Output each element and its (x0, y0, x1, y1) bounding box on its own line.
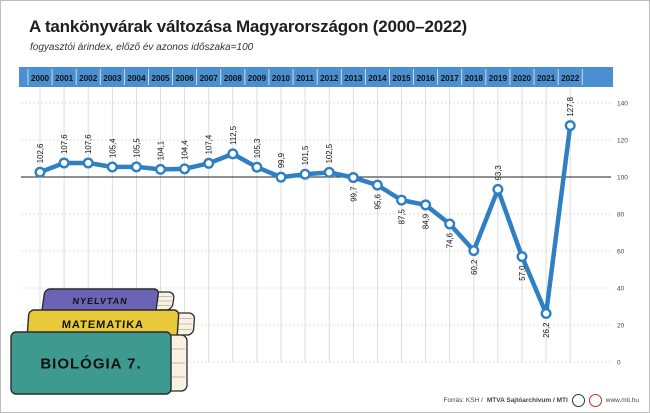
y-tick-label: 80 (617, 212, 625, 219)
data-label: 74,6 (446, 233, 455, 248)
data-label: 105,3 (253, 139, 262, 159)
y-tick-label: 20 (617, 323, 625, 330)
data-point (227, 148, 239, 160)
book-nyelvtan: NYELVTAN (41, 288, 175, 314)
footer: Forrás: KSH / MTVA Sajtóarchívum / MTI w… (443, 394, 639, 407)
data-label: 102,5 (325, 143, 334, 163)
data-point (34, 166, 46, 178)
data-point (444, 218, 456, 230)
y-tick-label: 140 (617, 101, 628, 108)
year-label: 2004 (127, 74, 146, 83)
data-point (203, 157, 215, 169)
data-point (106, 161, 118, 173)
source-text: Forrás: KSH / (443, 397, 483, 404)
book-biologia: BIOLÓGIA 7. (10, 331, 188, 395)
year-label: 2013 (344, 74, 363, 83)
year-label: 2008 (224, 74, 243, 83)
data-label: 107,4 (205, 134, 214, 154)
year-label: 2001 (55, 74, 74, 83)
mti-logo-icon (588, 394, 602, 407)
data-point (299, 168, 311, 180)
data-point (347, 172, 359, 184)
book-cover (10, 331, 172, 395)
data-label: 87,5 (398, 208, 407, 224)
year-label: 2021 (537, 74, 556, 83)
year-label: 2007 (200, 74, 219, 83)
year-label: 2011 (296, 74, 314, 83)
mtva-logo-icon (571, 394, 585, 407)
book-title: BIOLÓGIA 7. (40, 354, 141, 372)
y-tick-label: 40 (617, 286, 625, 293)
data-point (371, 179, 383, 191)
data-point (564, 120, 576, 132)
data-point (179, 163, 191, 175)
data-label: 104,1 (157, 141, 166, 161)
year-label: 2022 (561, 74, 580, 83)
data-label: 107,6 (84, 134, 93, 154)
data-label: 93,3 (494, 165, 503, 180)
year-label: 2016 (416, 74, 435, 83)
book-title: MATEMATIKA (61, 319, 144, 331)
year-label: 2018 (465, 74, 484, 83)
year-label: 2014 (368, 74, 387, 83)
data-point (540, 308, 552, 320)
data-label: 105,4 (108, 138, 117, 158)
data-label: 127,8 (566, 97, 575, 117)
data-label: 99,9 (277, 153, 286, 168)
data-point (420, 199, 432, 211)
book-matematika: MATEMATIKA (26, 309, 196, 339)
year-label: 2009 (248, 74, 267, 83)
chart-subtitle: fogyasztói árindex, előző év azonos idős… (30, 42, 254, 53)
data-label: 101,5 (301, 145, 310, 165)
data-label: 57,0 (518, 265, 527, 281)
books-illustration: NYELVTAN MATEMATIKA BIOLÓGIA 7. (10, 288, 196, 395)
data-label: 112,5 (229, 125, 238, 145)
data-point (154, 163, 166, 175)
data-point (251, 161, 263, 173)
y-tick-label: 100 (617, 175, 628, 182)
data-point (396, 194, 408, 206)
year-label: 2019 (489, 74, 508, 83)
year-label: 2012 (320, 74, 339, 83)
data-point (275, 171, 287, 183)
year-label: 2017 (441, 74, 460, 83)
data-label: 107,6 (60, 134, 69, 154)
year-label: 2020 (513, 74, 532, 83)
y-tick-label: 0 (617, 360, 621, 367)
year-label: 2003 (103, 74, 122, 83)
data-point (516, 251, 528, 263)
data-label: 102,6 (36, 144, 45, 164)
book-title: NYELVTAN (72, 296, 129, 306)
data-point (82, 157, 94, 169)
data-label: 84,9 (422, 214, 431, 229)
year-band (19, 67, 613, 87)
chart-title: A tankönyvárak változása Magyarországon … (29, 17, 467, 36)
data-point (130, 161, 142, 173)
data-label: 105,5 (132, 138, 141, 158)
data-label: 95,6 (373, 194, 382, 209)
data-label: 60,2 (470, 260, 479, 275)
agency-text: MTVA Sajtóarchívum / MTI (486, 397, 568, 404)
year-label: 2005 (151, 74, 170, 83)
y-tick-label: 120 (617, 138, 628, 145)
data-label: 26,2 (542, 323, 551, 338)
year-label: 2015 (392, 74, 411, 83)
year-label: 2002 (79, 74, 98, 83)
year-label: 2010 (272, 74, 291, 83)
year-label: 2000 (31, 74, 50, 83)
data-point (492, 183, 504, 195)
year-label: 2006 (175, 74, 194, 83)
data-label: 104,4 (181, 140, 190, 160)
data-point (468, 245, 480, 257)
data-point (323, 166, 335, 178)
data-label: 99,7 (349, 187, 358, 202)
y-tick-label: 60 (617, 249, 625, 256)
data-point (58, 157, 70, 169)
website-text: www.mti.hu (605, 397, 639, 404)
